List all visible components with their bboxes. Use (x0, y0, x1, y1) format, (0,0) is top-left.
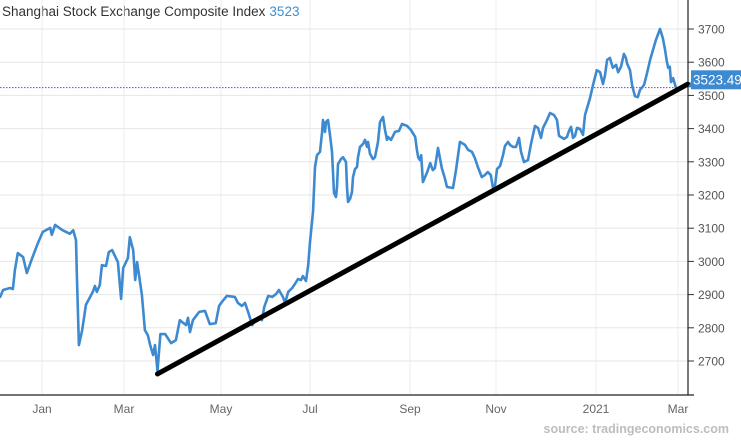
x-tick-label: Mar (114, 402, 135, 416)
x-tick-label: Jul (302, 402, 317, 416)
y-tick-label: 3000 (698, 255, 725, 269)
x-tick-label: Nov (485, 402, 506, 416)
y-tick-label: 3400 (698, 122, 725, 136)
y-tick-label: 3600 (698, 56, 725, 70)
chart-title-value: 3523 (269, 4, 300, 19)
y-tick-label: 2700 (698, 355, 725, 369)
source-credit: source: tradingeconomics.com (543, 422, 729, 436)
y-tick-label: 2800 (698, 321, 725, 335)
gridlines (0, 0, 688, 395)
last-value-pointer (688, 81, 691, 88)
axes: Jan Mar May Jul Sep Nov 2021 Mar 2700 2800 2900 300… (0, 0, 725, 416)
y-tick-label: 3200 (698, 189, 725, 203)
series-line (0, 27, 678, 373)
y-tick-label: 3700 (698, 23, 725, 37)
y-tick-label: 3100 (698, 222, 725, 236)
y-tick-label: 2900 (698, 288, 725, 302)
line-chart: Jan Mar May Jul Sep Nov 2021 Mar 2700 2800 2900 300… (0, 0, 741, 416)
y-tick-label: 3500 (698, 89, 725, 103)
chart-title: Shanghai Stock Exchange Composite Index 3… (2, 4, 299, 19)
last-value-label: 3523.49 (693, 73, 741, 88)
x-tick-label: Jan (32, 402, 51, 416)
x-tick-label: 2021 (583, 402, 610, 416)
overlay-layer: 3523.49 (154, 70, 741, 377)
x-tick-label: Mar (668, 402, 689, 416)
chart-title-text: Shanghai Stock Exchange Composite Index (2, 4, 266, 19)
y-tick-label: 3300 (698, 155, 725, 169)
trendline (154, 81, 691, 377)
last-value-badge (691, 70, 741, 90)
x-tick-label: May (210, 402, 233, 416)
series-layer (0, 27, 688, 373)
x-tick-label: Sep (399, 402, 421, 416)
